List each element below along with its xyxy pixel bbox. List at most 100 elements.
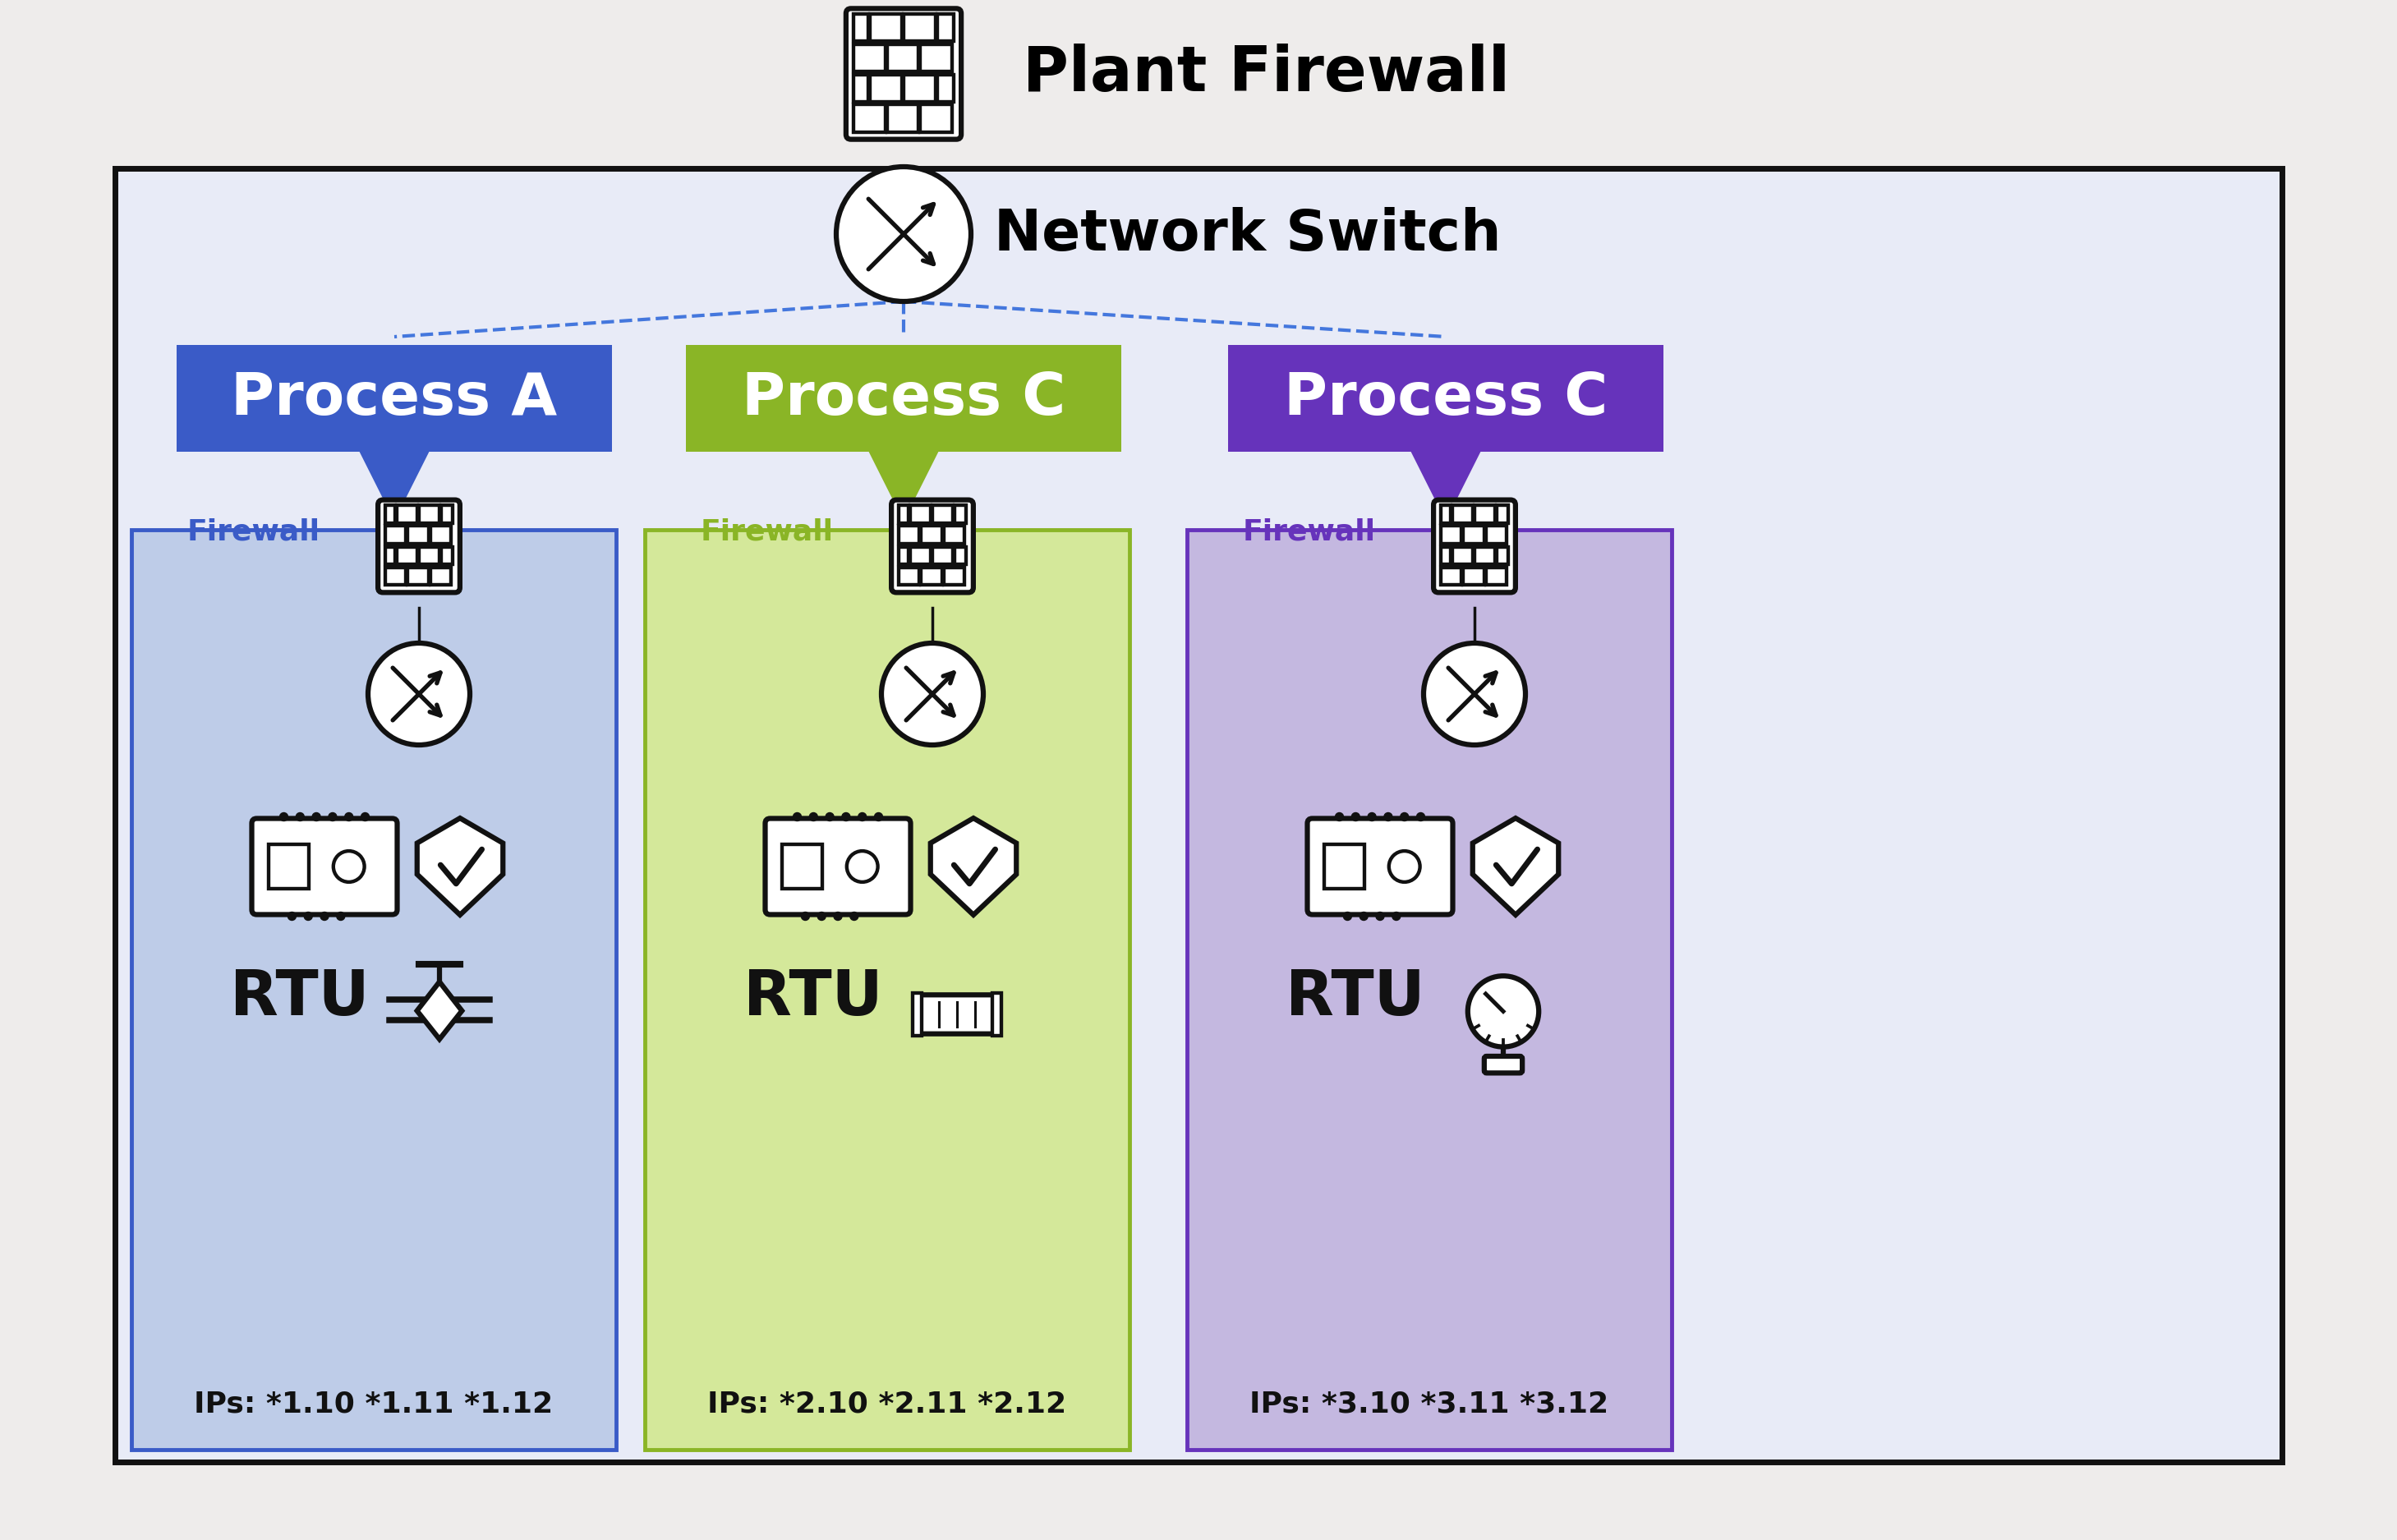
Polygon shape: [930, 818, 1016, 915]
FancyBboxPatch shape: [1433, 500, 1515, 593]
FancyBboxPatch shape: [441, 547, 453, 564]
FancyBboxPatch shape: [920, 525, 942, 544]
Text: Firewall: Firewall: [1244, 517, 1376, 545]
FancyBboxPatch shape: [992, 993, 1002, 1035]
Circle shape: [288, 912, 297, 921]
FancyBboxPatch shape: [386, 567, 405, 585]
Circle shape: [328, 813, 336, 821]
FancyBboxPatch shape: [1462, 525, 1484, 544]
FancyBboxPatch shape: [407, 525, 429, 544]
Circle shape: [321, 912, 328, 921]
Circle shape: [1376, 912, 1383, 921]
FancyBboxPatch shape: [1496, 547, 1508, 564]
FancyBboxPatch shape: [904, 74, 935, 102]
Text: IPs: *1.10 *1.11 *1.12: IPs: *1.10 *1.11 *1.12: [194, 1391, 554, 1418]
FancyBboxPatch shape: [386, 547, 396, 564]
Circle shape: [841, 813, 851, 821]
Text: Network Switch: Network Switch: [995, 206, 1501, 262]
Circle shape: [851, 912, 858, 921]
FancyBboxPatch shape: [1441, 567, 1462, 585]
FancyBboxPatch shape: [944, 567, 964, 585]
FancyBboxPatch shape: [899, 505, 908, 524]
Circle shape: [882, 644, 983, 745]
Text: IPs: *2.10 *2.11 *2.12: IPs: *2.10 *2.11 *2.12: [707, 1391, 1067, 1418]
Circle shape: [801, 912, 810, 921]
Polygon shape: [1412, 451, 1481, 521]
FancyBboxPatch shape: [853, 74, 868, 102]
FancyBboxPatch shape: [1486, 525, 1505, 544]
Polygon shape: [417, 983, 463, 1040]
FancyBboxPatch shape: [1453, 547, 1472, 564]
FancyBboxPatch shape: [1486, 567, 1505, 585]
FancyBboxPatch shape: [899, 567, 920, 585]
FancyBboxPatch shape: [887, 45, 918, 71]
Circle shape: [1393, 912, 1400, 921]
FancyBboxPatch shape: [132, 530, 616, 1449]
FancyBboxPatch shape: [1474, 547, 1496, 564]
Polygon shape: [417, 818, 503, 915]
FancyBboxPatch shape: [379, 500, 460, 593]
Circle shape: [1400, 813, 1409, 821]
Text: RTU: RTU: [1285, 967, 1426, 1029]
FancyBboxPatch shape: [1474, 505, 1496, 524]
FancyBboxPatch shape: [386, 525, 405, 544]
Circle shape: [336, 912, 345, 921]
Circle shape: [858, 813, 865, 821]
Circle shape: [825, 813, 834, 821]
FancyBboxPatch shape: [913, 993, 920, 1035]
FancyBboxPatch shape: [1441, 505, 1450, 524]
Circle shape: [793, 813, 801, 821]
Text: RTU: RTU: [743, 967, 882, 1029]
FancyBboxPatch shape: [386, 505, 396, 524]
FancyBboxPatch shape: [177, 345, 611, 451]
Text: Process C: Process C: [1285, 370, 1608, 427]
FancyBboxPatch shape: [899, 525, 920, 544]
Circle shape: [1417, 813, 1424, 821]
Circle shape: [1369, 813, 1376, 821]
Circle shape: [1383, 813, 1393, 821]
FancyBboxPatch shape: [407, 567, 429, 585]
FancyBboxPatch shape: [1462, 567, 1484, 585]
Circle shape: [1352, 813, 1359, 821]
FancyBboxPatch shape: [396, 547, 417, 564]
Text: IPs: *3.10 *3.11 *3.12: IPs: *3.10 *3.11 *3.12: [1249, 1391, 1608, 1418]
Circle shape: [362, 813, 369, 821]
FancyBboxPatch shape: [429, 567, 451, 585]
FancyBboxPatch shape: [846, 9, 961, 139]
FancyBboxPatch shape: [892, 500, 973, 593]
FancyBboxPatch shape: [920, 567, 942, 585]
Text: Firewall: Firewall: [187, 517, 321, 545]
FancyBboxPatch shape: [1484, 1056, 1522, 1073]
Circle shape: [295, 813, 304, 821]
Circle shape: [1388, 852, 1419, 882]
Circle shape: [810, 813, 817, 821]
Circle shape: [875, 813, 882, 821]
Circle shape: [1342, 912, 1352, 921]
Circle shape: [834, 912, 841, 921]
FancyBboxPatch shape: [1323, 844, 1364, 889]
FancyBboxPatch shape: [944, 525, 964, 544]
FancyBboxPatch shape: [911, 547, 930, 564]
FancyBboxPatch shape: [441, 505, 453, 524]
FancyBboxPatch shape: [954, 547, 966, 564]
FancyBboxPatch shape: [1306, 818, 1453, 915]
Circle shape: [846, 852, 877, 882]
Circle shape: [837, 166, 971, 302]
FancyBboxPatch shape: [1187, 530, 1671, 1449]
FancyBboxPatch shape: [937, 74, 954, 102]
FancyBboxPatch shape: [870, 14, 901, 42]
FancyBboxPatch shape: [920, 45, 952, 71]
FancyBboxPatch shape: [1441, 547, 1450, 564]
FancyBboxPatch shape: [853, 105, 884, 132]
Circle shape: [1467, 976, 1539, 1047]
FancyBboxPatch shape: [1453, 505, 1472, 524]
FancyBboxPatch shape: [429, 525, 451, 544]
Text: Process C: Process C: [741, 370, 1067, 427]
FancyBboxPatch shape: [899, 547, 908, 564]
FancyBboxPatch shape: [853, 14, 868, 42]
FancyBboxPatch shape: [252, 818, 398, 915]
FancyBboxPatch shape: [904, 14, 935, 42]
Text: Process A: Process A: [230, 370, 559, 427]
Circle shape: [817, 912, 825, 921]
FancyBboxPatch shape: [396, 505, 417, 524]
